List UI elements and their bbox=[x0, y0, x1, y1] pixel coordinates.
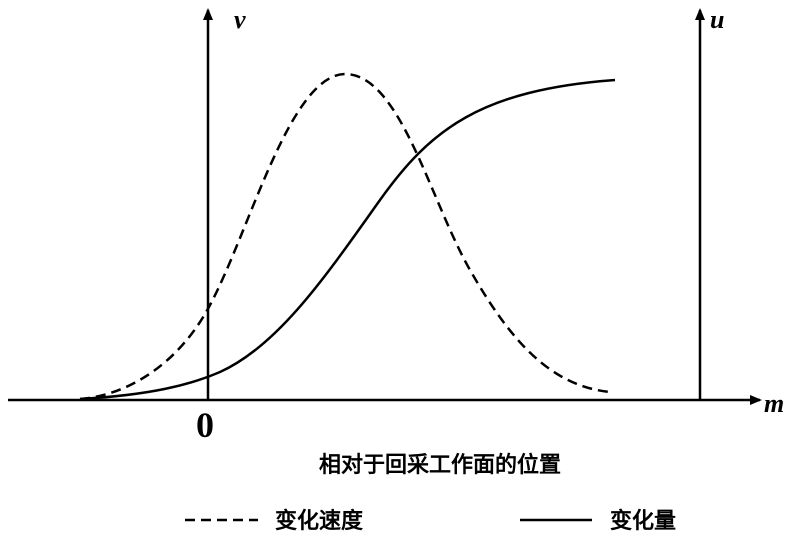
velocity-curve bbox=[79, 72, 611, 401]
right-axis-label: u bbox=[710, 5, 724, 34]
x-axis-label: m bbox=[764, 389, 784, 418]
legend-label: 变化速度 bbox=[275, 508, 364, 534]
caption: 相对于回采工作面的位置 bbox=[319, 452, 561, 478]
displacement-curve bbox=[79, 78, 616, 401]
origin-label: 0 bbox=[196, 405, 214, 445]
left-axis-label: v bbox=[234, 5, 246, 34]
legend-label: 变化量 bbox=[610, 508, 676, 534]
